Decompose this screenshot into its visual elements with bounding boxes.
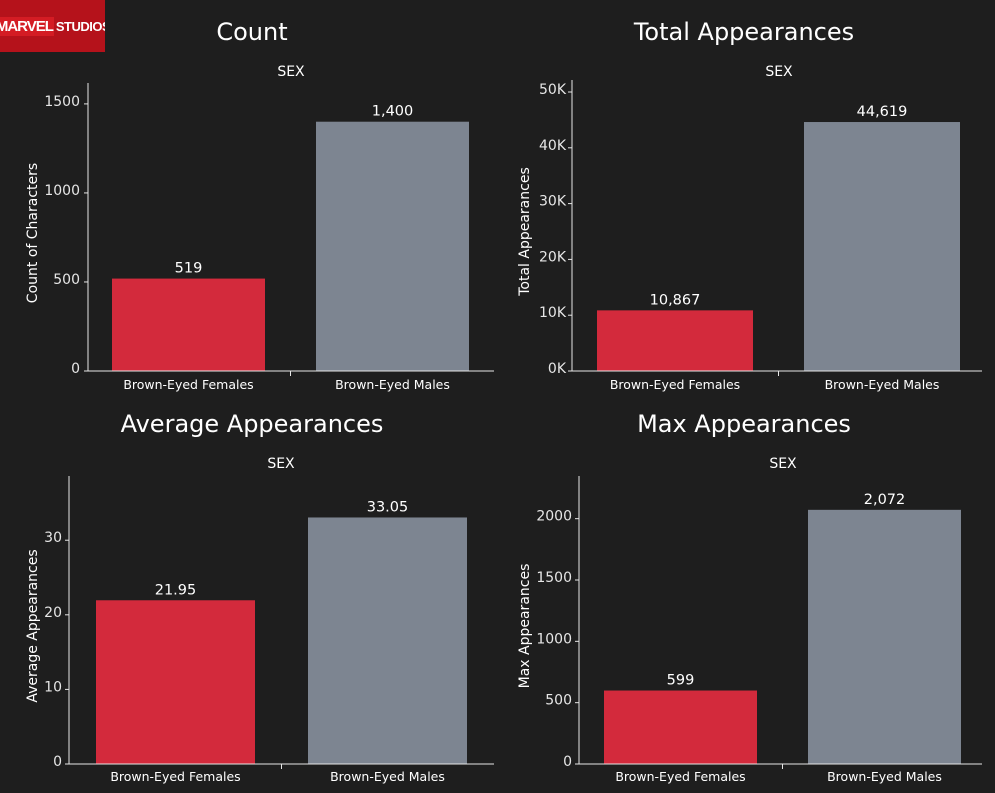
y-tick-label-1-3: 1500: [44, 94, 80, 110]
y-tick-label-1-0: 0: [71, 361, 80, 377]
y-tick-label-4-3: 1500: [536, 570, 572, 586]
y-tick-label-2-5: 50K: [539, 82, 567, 98]
bar-value-label-1-0: 519: [175, 261, 203, 277]
column-header-3: SEX: [267, 456, 295, 472]
category-label-4-1: Brown-Eyed Males: [827, 769, 942, 784]
category-label-2-1: Brown-Eyed Males: [825, 377, 940, 392]
y-tick-label-3-3: 30: [44, 530, 62, 546]
bar-4-females: [604, 690, 757, 764]
category-label-3-1: Brown-Eyed Males: [330, 769, 445, 784]
category-label-2-0: Brown-Eyed Females: [610, 377, 740, 392]
y-axis-label-1: Count of Characters: [25, 163, 41, 303]
y-tick-label-3-1: 10: [44, 679, 62, 695]
y-tick-label-3-2: 20: [44, 605, 62, 621]
bar-value-label-2-0: 10,867: [650, 292, 701, 308]
y-tick-label-2-3: 30K: [539, 194, 567, 210]
column-header-2: SEX: [765, 64, 793, 80]
y-tick-label-4-2: 1000: [536, 631, 572, 647]
bar-value-label-1-1: 1,400: [372, 104, 414, 120]
y-tick-label-4-4: 2000: [536, 509, 572, 525]
bar-3-females: [96, 600, 255, 764]
bar-4-males: [808, 509, 961, 764]
bar-2-males: [804, 122, 960, 372]
bar-3-males: [308, 517, 467, 764]
y-tick-label-4-1: 500: [545, 693, 572, 709]
category-label-3-0: Brown-Eyed Females: [110, 769, 240, 784]
bar-1-females: [112, 278, 265, 371]
chart-title-4: Max Appearances: [637, 410, 851, 438]
y-axis-label-2: Total Appearances: [517, 167, 533, 297]
column-header-4: SEX: [769, 456, 797, 472]
bar-value-label-3-1: 33.05: [367, 499, 409, 515]
y-tick-label-2-4: 40K: [539, 138, 567, 154]
y-tick-label-2-2: 20K: [539, 249, 567, 265]
category-label-1-0: Brown-Eyed Females: [123, 377, 253, 392]
column-header-1: SEX: [277, 64, 305, 80]
marvel-studios-logo: MARVEL STUDIOS: [0, 0, 105, 52]
y-tick-label-4-0: 0: [563, 754, 572, 770]
bar-value-label-2-1: 44,619: [857, 104, 908, 120]
y-tick-label-2-1: 10K: [539, 305, 567, 321]
bar-value-label-4-0: 599: [667, 673, 695, 689]
chart-title-2: Total Appearances: [633, 18, 854, 46]
bar-value-label-3-0: 21.95: [155, 582, 197, 598]
bar-value-label-4-1: 2,072: [864, 492, 906, 508]
y-tick-label-2-0: 0K: [548, 361, 567, 377]
chart-title-3: Average Appearances: [121, 410, 384, 438]
logo-text-marvel: MARVEL: [0, 16, 54, 36]
category-label-1-1: Brown-Eyed Males: [335, 377, 450, 392]
y-tick-label-1-1: 500: [53, 272, 80, 288]
category-label-4-0: Brown-Eyed Females: [615, 769, 745, 784]
bar-1-males: [316, 121, 469, 371]
bar-2-females: [597, 310, 753, 371]
y-axis-label-4: Max Appearances: [517, 564, 533, 689]
logo-text-studios: STUDIOS: [55, 18, 105, 34]
y-tick-label-1-2: 1000: [44, 183, 80, 199]
y-axis-label-3: Average Appearances: [25, 549, 41, 702]
chart-title-1: Count: [216, 18, 287, 46]
y-tick-label-3-0: 0: [53, 754, 62, 770]
